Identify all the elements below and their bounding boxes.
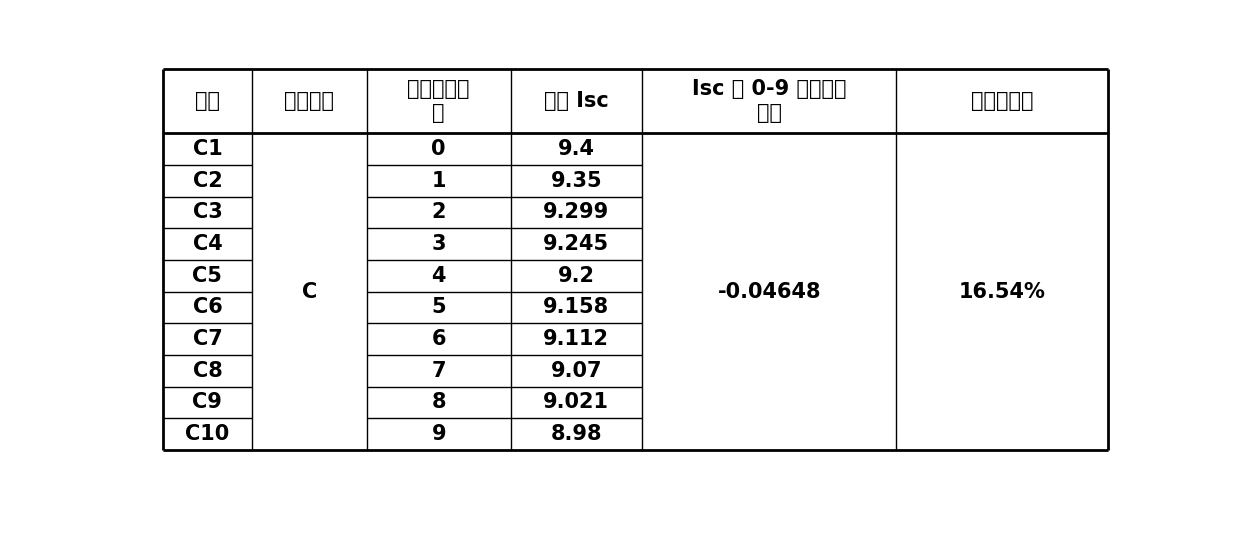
Text: 6: 6 — [432, 329, 446, 349]
Text: 16.54%: 16.54% — [959, 282, 1045, 301]
Text: C8: C8 — [192, 361, 222, 381]
Text: 内反射系数: 内反射系数 — [971, 91, 1034, 111]
Text: 电池: 电池 — [195, 91, 219, 111]
Text: 9.07: 9.07 — [551, 361, 601, 381]
Text: 待测焊带: 待测焊带 — [284, 91, 335, 111]
Text: 9.35: 9.35 — [551, 171, 603, 191]
Text: C10: C10 — [185, 424, 229, 444]
Text: 4: 4 — [432, 266, 446, 286]
Text: 待测焊带数
量: 待测焊带数 量 — [408, 79, 470, 123]
Text: C6: C6 — [192, 298, 222, 318]
Text: 9.021: 9.021 — [543, 393, 609, 412]
Text: 1: 1 — [432, 171, 446, 191]
Text: 2: 2 — [432, 203, 446, 223]
Text: C3: C3 — [192, 203, 222, 223]
Text: 5: 5 — [432, 298, 446, 318]
Text: 7: 7 — [432, 361, 446, 381]
Text: 9.158: 9.158 — [543, 298, 609, 318]
Text: Isc 随 0-9 变化拟合
斜率: Isc 随 0-9 变化拟合 斜率 — [692, 79, 847, 123]
Text: 3: 3 — [432, 234, 446, 254]
Text: C: C — [301, 282, 317, 301]
Text: 9.299: 9.299 — [543, 203, 609, 223]
Text: 组件 Isc: 组件 Isc — [544, 91, 609, 111]
Text: -0.04648: -0.04648 — [718, 282, 821, 301]
Text: 0: 0 — [432, 139, 446, 159]
Text: 9.112: 9.112 — [543, 329, 609, 349]
Text: C2: C2 — [192, 171, 222, 191]
Text: 9.4: 9.4 — [558, 139, 595, 159]
Text: 9: 9 — [432, 424, 446, 444]
Text: 9.2: 9.2 — [558, 266, 595, 286]
Text: C7: C7 — [192, 329, 222, 349]
Text: 9.245: 9.245 — [543, 234, 609, 254]
Text: C4: C4 — [192, 234, 222, 254]
Text: 8.98: 8.98 — [551, 424, 601, 444]
Text: C1: C1 — [192, 139, 222, 159]
Text: 8: 8 — [432, 393, 446, 412]
Text: C5: C5 — [192, 266, 222, 286]
Text: C9: C9 — [192, 393, 222, 412]
